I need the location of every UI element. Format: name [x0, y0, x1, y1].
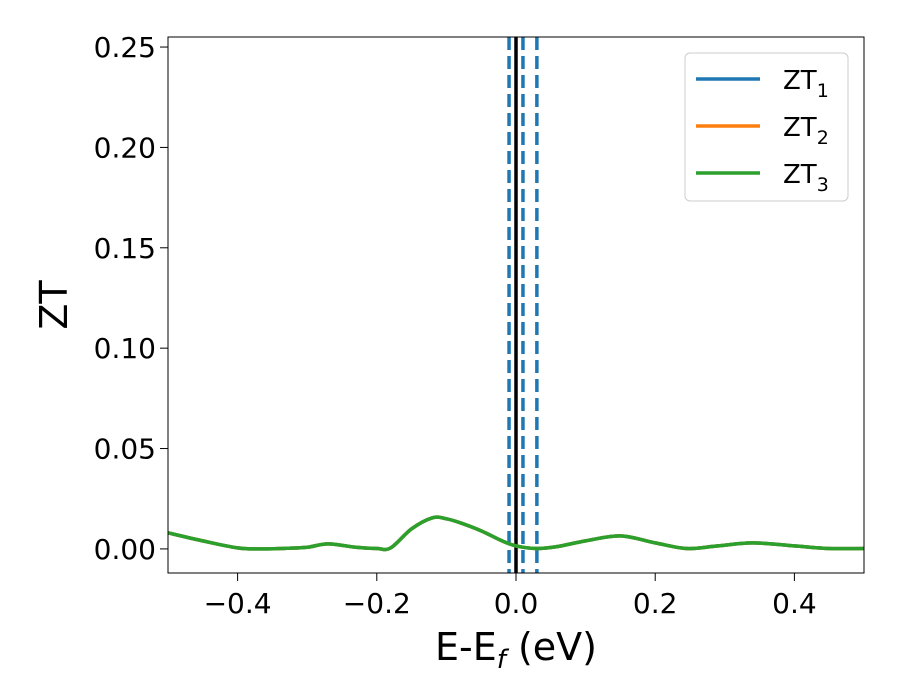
legend-label-zt1: ZT1	[783, 66, 829, 102]
x-tick-label: 0.2	[633, 587, 678, 620]
plot-area	[168, 37, 864, 573]
legend-label-main: ZT	[783, 113, 817, 143]
legend-label-subscript: 1	[817, 80, 829, 102]
legend-label-subscript: 3	[817, 174, 829, 196]
legend-label-main: ZT	[783, 160, 817, 190]
x-tick-label: 0.0	[494, 587, 539, 620]
y-axis-label: ZT	[32, 280, 76, 330]
legend-label-zt2: ZT2	[783, 113, 829, 149]
x-tick-label: −0.2	[343, 587, 411, 620]
x-tick-label: 0.4	[772, 587, 817, 620]
y-tick-label: 0.00	[94, 533, 156, 566]
x-tick-label: −0.4	[204, 587, 272, 620]
legend-label-subscript: 2	[817, 127, 829, 149]
y-tick-label: 0.20	[94, 131, 156, 164]
x-axis-label-unit: (eV)	[506, 625, 597, 669]
y-tick-label: 0.25	[94, 31, 156, 64]
x-axis-label-main: E-E	[435, 625, 497, 669]
legend-box	[684, 52, 849, 202]
y-axis: 0.00 0.05 0.10 0.15 0.20 0.25	[94, 31, 168, 566]
x-axis: −0.4 −0.2 0.0 0.2 0.4	[204, 573, 817, 620]
legend-label-main: ZT	[783, 66, 817, 96]
x-axis-label: E-Ef (eV)	[435, 625, 597, 675]
legend-label-zt3: ZT3	[783, 160, 829, 196]
y-tick-label: 0.10	[94, 332, 156, 365]
y-tick-label: 0.15	[94, 232, 156, 265]
series-line-zt3	[168, 515, 864, 552]
y-tick-label: 0.05	[94, 433, 156, 466]
